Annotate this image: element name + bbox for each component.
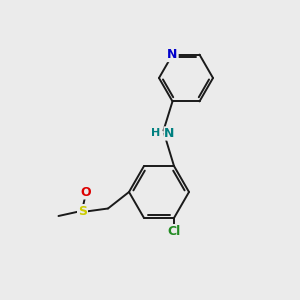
Text: O: O xyxy=(80,185,91,199)
Text: N: N xyxy=(164,127,175,140)
Text: S: S xyxy=(78,205,87,218)
Text: H: H xyxy=(151,128,160,139)
Text: N: N xyxy=(167,48,178,61)
Text: Cl: Cl xyxy=(167,225,181,238)
